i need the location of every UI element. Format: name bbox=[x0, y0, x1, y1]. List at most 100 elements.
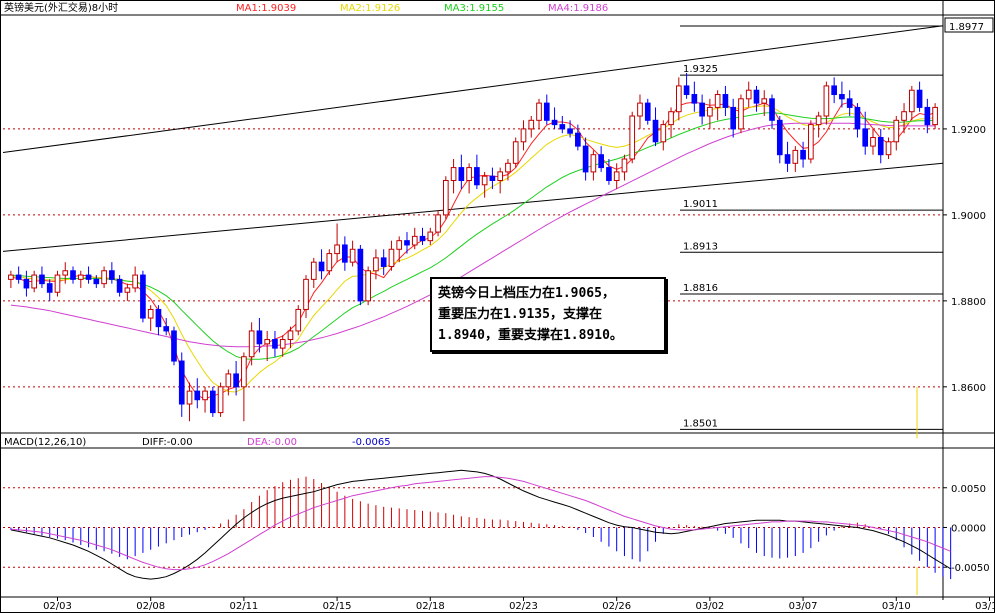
candle bbox=[714, 90, 721, 121]
candle-body bbox=[155, 308, 162, 328]
candle-body bbox=[846, 98, 853, 108]
candle-body bbox=[132, 274, 138, 289]
candle bbox=[15, 266, 22, 284]
candle-body bbox=[256, 330, 263, 345]
candle bbox=[373, 249, 379, 280]
candle bbox=[932, 103, 938, 129]
candle bbox=[54, 270, 61, 297]
candle-body bbox=[233, 373, 239, 388]
candle-body bbox=[575, 132, 581, 147]
candle-body bbox=[730, 106, 737, 130]
candle bbox=[652, 107, 659, 147]
candle bbox=[326, 249, 333, 276]
candle bbox=[668, 107, 674, 138]
candle-body bbox=[171, 330, 177, 362]
candle bbox=[543, 94, 550, 125]
candle-body bbox=[551, 119, 558, 126]
candle-body bbox=[543, 102, 550, 121]
price-tick-label: 1.8800 bbox=[951, 297, 986, 308]
candle bbox=[450, 159, 457, 194]
candle-body bbox=[489, 175, 496, 181]
candle-body bbox=[753, 89, 760, 104]
candle-body bbox=[101, 270, 107, 285]
candle bbox=[256, 318, 263, 353]
candle-body bbox=[85, 274, 92, 280]
macd-tick-label: 0.0050 bbox=[951, 484, 986, 495]
candle bbox=[924, 98, 931, 134]
candle bbox=[839, 81, 845, 108]
candle bbox=[606, 159, 612, 185]
candle bbox=[93, 275, 100, 288]
ma-line-ma3 bbox=[10, 112, 936, 360]
candle-body bbox=[396, 240, 403, 250]
candle-body bbox=[839, 94, 845, 100]
candle-body bbox=[458, 167, 465, 181]
candle-body bbox=[652, 119, 659, 143]
candle bbox=[419, 227, 426, 245]
macd-tick-label: -0.0050 bbox=[951, 563, 990, 574]
candle-body bbox=[831, 85, 837, 96]
candle-body bbox=[582, 145, 589, 173]
analysis-annotation-box: 英镑今日上档压力在1.9065， 重要压力在1.9135，支撑在 1.8940，… bbox=[430, 277, 666, 352]
macd-dea-line bbox=[10, 476, 951, 571]
annotation-line-2: 重要压力在1.9135，支撑在 bbox=[438, 307, 602, 322]
candle bbox=[481, 171, 488, 198]
candle bbox=[528, 116, 535, 138]
candle bbox=[109, 262, 115, 284]
candle bbox=[753, 85, 760, 112]
candle-body bbox=[784, 154, 791, 164]
candle bbox=[342, 236, 348, 271]
candle bbox=[590, 150, 597, 181]
candle-body bbox=[675, 85, 682, 113]
date-tick-label: 03/14 bbox=[975, 601, 995, 612]
candle-body bbox=[621, 158, 628, 173]
candle bbox=[264, 330, 271, 362]
level-label: 1.9325 bbox=[683, 64, 718, 75]
candle bbox=[738, 94, 744, 134]
candle bbox=[411, 227, 418, 250]
candle-body bbox=[194, 390, 201, 401]
candle-body bbox=[497, 171, 504, 181]
candle-body bbox=[388, 248, 395, 267]
candle bbox=[318, 249, 325, 280]
candle bbox=[147, 305, 154, 331]
candle-body bbox=[481, 175, 488, 186]
candle bbox=[885, 137, 892, 159]
candle bbox=[520, 120, 527, 151]
macd-tick-label: 0.0000 bbox=[951, 523, 986, 534]
candle-body bbox=[629, 115, 636, 160]
candle bbox=[792, 146, 799, 172]
candle bbox=[217, 382, 224, 417]
candle bbox=[140, 270, 146, 323]
candle bbox=[613, 163, 620, 190]
candle bbox=[194, 378, 201, 409]
candle-body bbox=[442, 179, 449, 216]
candle bbox=[582, 137, 589, 181]
candle bbox=[233, 361, 239, 396]
candle bbox=[567, 120, 573, 138]
candle bbox=[815, 111, 822, 138]
macd-dea-label: DEA:-0.00 bbox=[247, 437, 297, 448]
candle bbox=[303, 275, 309, 319]
candle-body bbox=[124, 287, 131, 293]
candle bbox=[908, 85, 915, 121]
candle-body bbox=[326, 253, 333, 272]
candle-body bbox=[310, 261, 317, 280]
candle bbox=[202, 386, 208, 413]
candle bbox=[730, 98, 737, 138]
candle-body bbox=[885, 141, 892, 156]
candle-body bbox=[668, 111, 674, 126]
candle bbox=[575, 124, 581, 151]
candle bbox=[893, 116, 900, 151]
candle-body bbox=[908, 89, 915, 113]
candle-body bbox=[404, 240, 410, 246]
candle-body bbox=[342, 244, 348, 263]
candle-body bbox=[536, 102, 542, 121]
candle-body bbox=[683, 85, 690, 96]
candle bbox=[761, 90, 768, 117]
candle bbox=[116, 275, 123, 297]
candle-body bbox=[699, 102, 705, 117]
date-tick-label: 02/11 bbox=[229, 601, 258, 612]
date-tick-label: 02/03 bbox=[43, 601, 72, 612]
